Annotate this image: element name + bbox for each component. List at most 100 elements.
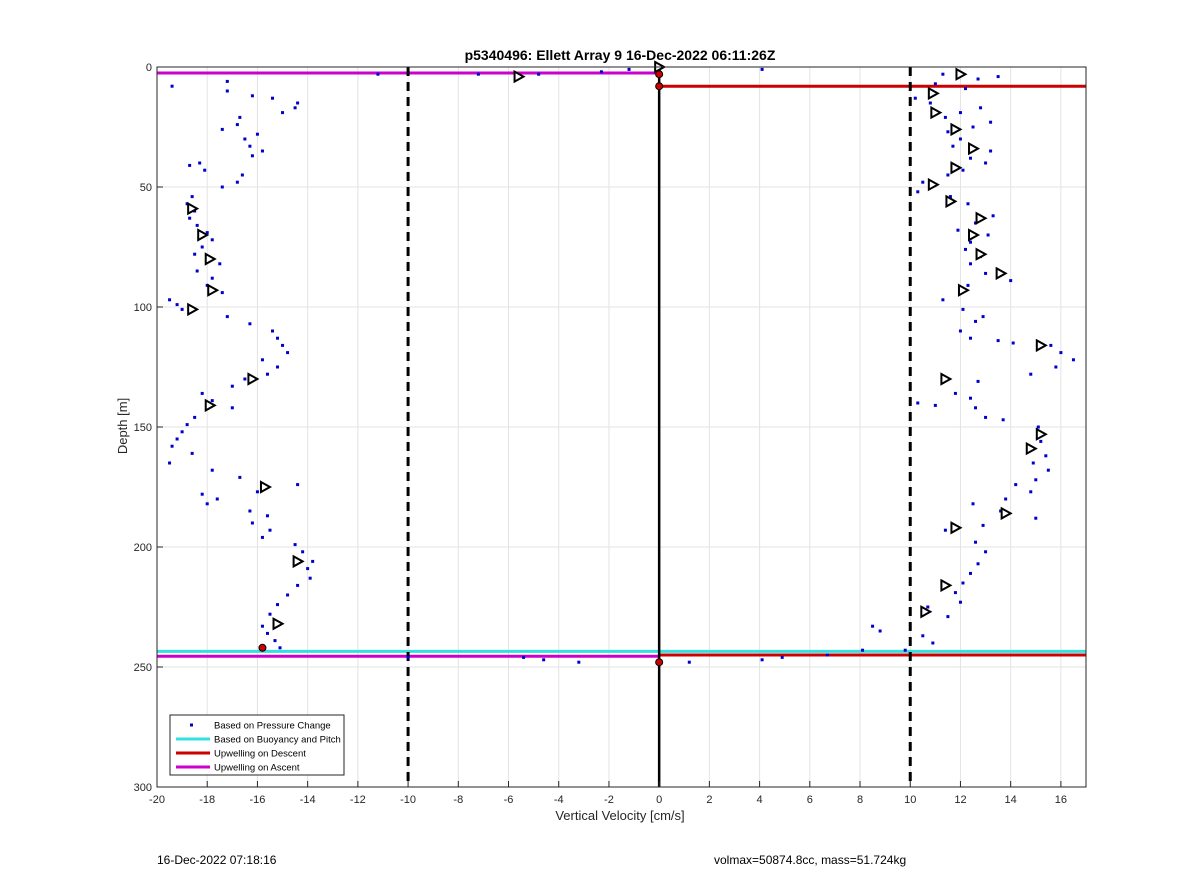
pressure-point (760, 67, 764, 71)
pressure-point (250, 94, 254, 98)
pressure-point (984, 415, 988, 419)
pressure-point (946, 615, 950, 619)
pressure-point (265, 631, 269, 635)
y-axis-label: Depth [m] (115, 398, 130, 454)
footer-timestamp: 16-Dec-2022 07:18:16 (157, 853, 277, 867)
x-tick-label: -12 (350, 794, 366, 806)
pressure-point (180, 307, 184, 311)
pressure-point (878, 629, 882, 633)
pressure-point (989, 120, 993, 124)
pressure-point (476, 72, 480, 76)
pressure-point (760, 658, 764, 662)
x-tick-label: 14 (1005, 794, 1017, 806)
pressure-point (250, 154, 254, 158)
pressure-point (974, 540, 978, 544)
pressure-point (296, 483, 300, 487)
pressure-point (969, 336, 973, 340)
pressure-point (969, 156, 973, 160)
pressure-point (276, 365, 280, 369)
pressure-point (220, 185, 224, 189)
pressure-point (268, 612, 272, 616)
triangle-marker (950, 521, 963, 535)
x-tick-label: 0 (656, 794, 662, 806)
pressure-point (991, 214, 995, 218)
pressure-point (301, 550, 305, 554)
pressure-point (933, 403, 937, 407)
pressure-point (931, 641, 935, 645)
pressure-point (946, 130, 950, 134)
x-tick-label: -14 (300, 794, 316, 806)
pressure-point (260, 624, 264, 628)
pressure-point (1059, 351, 1063, 355)
pressure-point (984, 550, 988, 554)
pressure-point (921, 180, 925, 184)
x-tick-label: -8 (453, 794, 463, 806)
pressure-point (981, 315, 985, 319)
endpoint-marker (258, 643, 267, 652)
pressure-point (956, 228, 960, 232)
pressure-point (188, 216, 192, 220)
triangle-marker (930, 105, 943, 120)
triangle-marker (292, 554, 305, 569)
triangle-marker (513, 69, 526, 84)
pressure-point (966, 283, 970, 287)
pressure-point (376, 72, 380, 76)
pressure-point (210, 399, 214, 403)
pressure-point (913, 96, 917, 100)
pressure-point (243, 137, 247, 141)
upwelling-lines (157, 71, 1086, 658)
triangle-marker (272, 617, 285, 631)
pressure-point (974, 221, 978, 225)
pressure-point (928, 101, 932, 105)
pressure-point (1039, 439, 1043, 443)
pressure-point (1034, 516, 1038, 520)
pressure-point (296, 583, 300, 587)
triangle-marker (955, 67, 968, 81)
legend: Based on Pressure Change Based on Buoyanc… (169, 714, 345, 776)
pressure-point (969, 396, 973, 400)
endpoint-marker (655, 82, 664, 91)
pressure-point (971, 125, 975, 129)
legend-label: Based on Buoyancy and Pitch (214, 735, 341, 746)
pressure-point (296, 101, 300, 105)
y-tick-label: 100 (134, 302, 152, 314)
pressure-point (946, 173, 950, 177)
x-tick-label: -2 (604, 794, 614, 806)
x-tick-label: 2 (706, 794, 712, 806)
triangle-marker (940, 372, 953, 386)
legend-label: Upwelling on Descent (214, 749, 306, 760)
pressure-point (270, 96, 274, 100)
endpoint-marker (655, 658, 664, 667)
legend-label: Based on Pressure Change (214, 721, 331, 732)
pressure-point (218, 262, 222, 266)
pressure-point (861, 648, 865, 652)
legend-swatch (190, 723, 193, 727)
endpoint-markers (258, 70, 664, 667)
pressure-point (168, 461, 172, 465)
pressure-point (969, 262, 973, 266)
pressure-point (976, 77, 980, 81)
pressure-point (255, 132, 259, 136)
pressure-point (281, 111, 285, 115)
x-tick-label: 12 (954, 794, 966, 806)
pressure-change-points (168, 67, 1075, 664)
x-tick-label: 8 (857, 794, 863, 806)
pressure-point (190, 195, 194, 199)
triangle-marker (940, 578, 953, 593)
pressure-point (248, 322, 252, 326)
pressure-point (951, 144, 955, 148)
pressure-point (996, 339, 1000, 343)
pressure-point (168, 298, 172, 302)
pressure-point (268, 528, 272, 532)
pressure-point (220, 127, 224, 131)
pressure-point (522, 655, 526, 659)
pressure-point (238, 475, 242, 479)
pressure-point (198, 161, 202, 165)
pressure-point (981, 523, 985, 527)
pressure-point (190, 451, 194, 455)
triangle-marker (975, 247, 988, 261)
pressure-point (243, 377, 247, 381)
x-tick-label: -18 (199, 794, 215, 806)
triangle-marker (968, 141, 981, 156)
